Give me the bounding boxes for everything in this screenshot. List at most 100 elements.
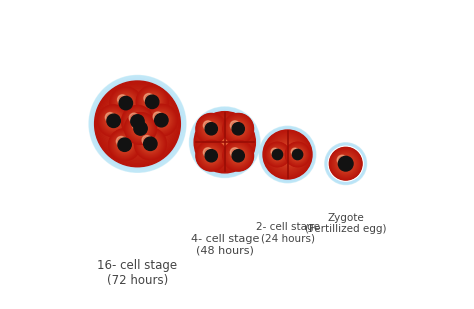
Circle shape [291,148,299,155]
Circle shape [273,141,301,168]
Circle shape [99,107,128,135]
Circle shape [124,144,125,145]
Circle shape [283,150,292,159]
Circle shape [204,122,218,136]
Circle shape [236,126,240,131]
Circle shape [274,151,281,158]
Circle shape [232,150,244,162]
Circle shape [129,117,152,140]
Circle shape [118,95,133,111]
Circle shape [146,140,155,148]
Circle shape [267,144,288,165]
Circle shape [191,109,258,176]
Circle shape [105,112,122,129]
Circle shape [287,154,288,155]
Circle shape [286,153,289,156]
Circle shape [96,83,179,165]
Circle shape [290,147,305,162]
Circle shape [217,134,233,150]
Circle shape [128,115,154,142]
Circle shape [116,136,134,154]
Circle shape [201,118,222,139]
Circle shape [136,124,146,133]
Circle shape [229,147,247,164]
Circle shape [259,126,316,183]
Circle shape [208,125,215,133]
Circle shape [292,149,303,160]
Circle shape [228,146,248,166]
Circle shape [90,76,185,171]
Circle shape [268,145,287,164]
Circle shape [344,162,348,166]
Circle shape [285,152,290,157]
Circle shape [228,119,248,139]
Circle shape [345,163,346,164]
Circle shape [136,124,145,133]
Circle shape [99,85,176,163]
Circle shape [134,118,141,125]
Circle shape [142,91,163,112]
Circle shape [91,77,184,171]
Circle shape [274,151,281,158]
Circle shape [289,146,306,163]
Circle shape [227,118,249,140]
Circle shape [146,95,158,108]
Circle shape [230,121,246,137]
Circle shape [287,143,309,166]
Circle shape [340,159,351,169]
Circle shape [158,116,165,124]
Circle shape [126,110,149,133]
Circle shape [199,116,224,142]
Circle shape [291,147,305,162]
Circle shape [272,149,283,160]
Circle shape [230,148,246,163]
Circle shape [142,136,152,145]
Circle shape [205,149,218,162]
Circle shape [205,150,218,162]
Circle shape [159,117,164,123]
Circle shape [137,86,168,117]
Circle shape [111,131,138,158]
Circle shape [223,114,253,144]
Circle shape [203,121,246,164]
Circle shape [150,143,151,144]
Circle shape [340,158,351,169]
Circle shape [121,98,131,108]
Circle shape [91,78,183,170]
Circle shape [228,145,249,167]
Circle shape [297,154,298,155]
Circle shape [130,114,145,129]
Circle shape [296,153,300,156]
Circle shape [122,106,153,137]
Circle shape [273,150,282,159]
Circle shape [124,144,126,146]
Circle shape [122,106,153,137]
Circle shape [98,105,129,136]
Circle shape [280,147,295,162]
Circle shape [132,118,143,129]
Circle shape [200,144,223,167]
Circle shape [225,143,251,169]
Circle shape [141,90,164,113]
Circle shape [197,114,226,143]
Circle shape [235,153,241,159]
Circle shape [145,139,155,149]
Circle shape [104,112,123,130]
Circle shape [201,119,221,139]
Circle shape [190,108,259,177]
Circle shape [327,145,365,182]
Circle shape [226,116,251,142]
Circle shape [128,112,146,131]
Circle shape [131,115,144,128]
Circle shape [128,116,153,141]
Circle shape [205,123,218,135]
Circle shape [144,93,161,111]
Circle shape [273,150,282,159]
Circle shape [137,131,164,157]
Circle shape [109,116,118,125]
Circle shape [144,94,160,110]
Circle shape [110,130,139,159]
Circle shape [262,129,313,180]
Circle shape [121,98,131,108]
Circle shape [127,110,149,133]
